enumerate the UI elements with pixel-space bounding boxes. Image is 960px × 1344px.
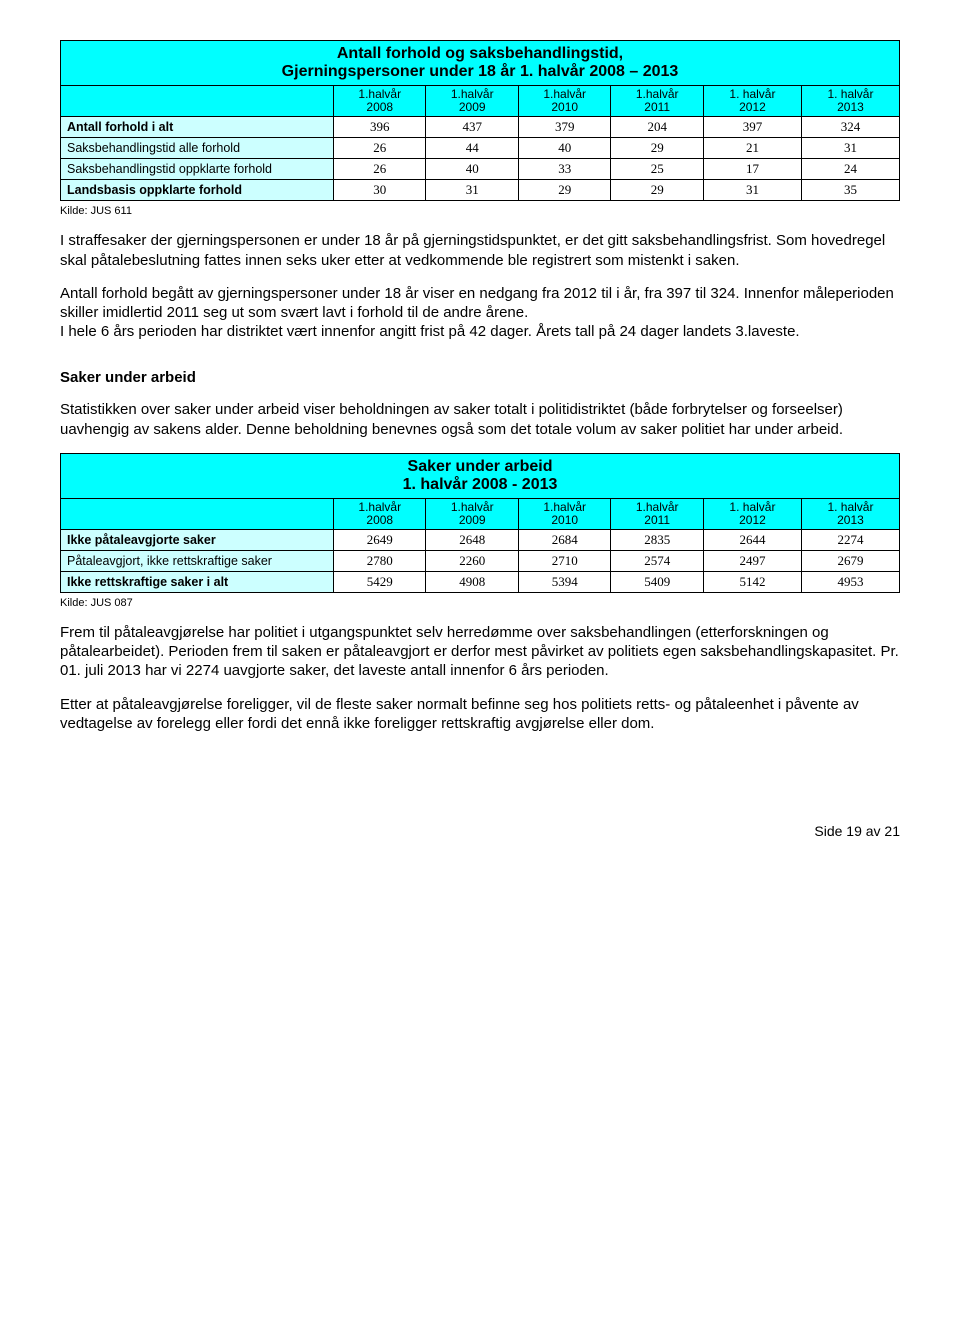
t1r0-label: Antall forhold i alt: [61, 117, 334, 138]
t1r0c1: 437: [426, 117, 518, 138]
table2-h4: 1. halvår2012: [703, 498, 801, 529]
table1-h2: 1.halvår2010: [518, 86, 610, 117]
t1r0c5: 324: [801, 117, 899, 138]
t1r3c3: 29: [611, 180, 703, 201]
t1r2c1: 40: [426, 159, 518, 180]
t2r0c2: 2684: [518, 530, 610, 551]
table2-h0: 1.halvår2008: [334, 498, 426, 529]
t2r1c0: 2780: [334, 551, 426, 572]
t1r2-label: Saksbehandlingstid oppklarte forhold: [61, 159, 334, 180]
t1r1c2: 40: [518, 138, 610, 159]
paragraph-5: Etter at påtaleavgjørelse foreligger, vi…: [60, 695, 900, 733]
table1-title-l1: Antall forhold og saksbehandlingstid,: [337, 45, 623, 62]
t2r0c5: 2274: [801, 530, 899, 551]
t1r0c4: 397: [703, 117, 801, 138]
table2-h-blank: [61, 498, 334, 529]
t2r0-label: Ikke påtaleavgjorte saker: [61, 530, 334, 551]
table-gjerningspersoner: Antall forhold og saksbehandlingstid, Gj…: [60, 40, 900, 201]
t1r2c3: 25: [611, 159, 703, 180]
t2r1c3: 2574: [611, 551, 703, 572]
t1r2c4: 17: [703, 159, 801, 180]
paragraph-2b: I hele 6 års perioden har distriktet vær…: [60, 322, 900, 341]
table1-h4: 1. halvår2012: [703, 86, 801, 117]
t1r2c0: 26: [334, 159, 426, 180]
t2r1c2: 2710: [518, 551, 610, 572]
t2r0c0: 2649: [334, 530, 426, 551]
t1r3c0: 30: [334, 180, 426, 201]
table1-h3: 1.halvår2011: [611, 86, 703, 117]
t2r2c4: 5142: [703, 572, 801, 593]
table-saker-under-arbeid: Saker under arbeid 1. halvår 2008 - 2013…: [60, 453, 900, 593]
t1r3c1: 31: [426, 180, 518, 201]
t2r0c1: 2648: [426, 530, 518, 551]
t2r1-label: Påtaleavgjort, ikke rettskraftige saker: [61, 551, 334, 572]
t1r2c5: 24: [801, 159, 899, 180]
table2-h5: 1. halvår2013: [801, 498, 899, 529]
t1r1-label: Saksbehandlingstid alle forhold: [61, 138, 334, 159]
t2r0c3: 2835: [611, 530, 703, 551]
table2-source: Kilde: JUS 087: [60, 597, 900, 609]
t2r2c3: 5409: [611, 572, 703, 593]
t1r1c4: 21: [703, 138, 801, 159]
table2-title-l2: 1. halvår 2008 - 2013: [403, 476, 558, 493]
table2-title-l1: Saker under arbeid: [408, 458, 553, 475]
page-footer: Side 19 av 21: [60, 823, 900, 839]
t2r2c2: 5394: [518, 572, 610, 593]
t1r1c0: 26: [334, 138, 426, 159]
section-heading: Saker under arbeid: [60, 369, 900, 386]
table2-h1: 1.halvår2009: [426, 498, 518, 529]
table2-h3: 1.halvår2011: [611, 498, 703, 529]
table1-source: Kilde: JUS 611: [60, 205, 900, 217]
table1-h5: 1. halvår2013: [801, 86, 899, 117]
t2r2c1: 4908: [426, 572, 518, 593]
t2r1c1: 2260: [426, 551, 518, 572]
table1-title: Antall forhold og saksbehandlingstid, Gj…: [61, 41, 900, 86]
t1r1c5: 31: [801, 138, 899, 159]
table1-h-blank: [61, 86, 334, 117]
t1r3c4: 31: [703, 180, 801, 201]
paragraph-2a: Antall forhold begått av gjerningsperson…: [60, 284, 900, 322]
t2r2c5: 4953: [801, 572, 899, 593]
t1r0c2: 379: [518, 117, 610, 138]
table-row: Saksbehandlingstid oppklarte forhold 26 …: [61, 159, 900, 180]
table1-h0: 1.halvår2008: [334, 86, 426, 117]
t1r3-label: Landsbasis oppklarte forhold: [61, 180, 334, 201]
t1r1c3: 29: [611, 138, 703, 159]
t1r0c3: 204: [611, 117, 703, 138]
table-row: Ikke påtaleavgjorte saker 2649 2648 2684…: [61, 530, 900, 551]
t1r2c2: 33: [518, 159, 610, 180]
table2-header-row: 1.halvår2008 1.halvår2009 1.halvår2010 1…: [61, 498, 900, 529]
t2r2-label: Ikke rettskraftige saker i alt: [61, 572, 334, 593]
table2-h2: 1.halvår2010: [518, 498, 610, 529]
table1-h1: 1.halvår2009: [426, 86, 518, 117]
t1r0c0: 396: [334, 117, 426, 138]
t1r3c5: 35: [801, 180, 899, 201]
t2r1c5: 2679: [801, 551, 899, 572]
table1-title-l2: Gjerningspersoner under 18 år 1. halvår …: [282, 63, 679, 80]
t2r1c4: 2497: [703, 551, 801, 572]
paragraph-3: Statistikken over saker under arbeid vis…: [60, 400, 900, 438]
table-row: Antall forhold i alt 396 437 379 204 397…: [61, 117, 900, 138]
paragraph-4: Frem til påtaleavgjørelse har politiet i…: [60, 623, 900, 681]
table-row: Ikke rettskraftige saker i alt 5429 4908…: [61, 572, 900, 593]
t2r0c4: 2644: [703, 530, 801, 551]
table2-title: Saker under arbeid 1. halvår 2008 - 2013: [61, 453, 900, 498]
t1r3c2: 29: [518, 180, 610, 201]
paragraph-1: I straffesaker der gjerningspersonen er …: [60, 231, 900, 269]
table-row: Saksbehandlingstid alle forhold 26 44 40…: [61, 138, 900, 159]
table-row: Landsbasis oppklarte forhold 30 31 29 29…: [61, 180, 900, 201]
table1-header-row: 1.halvår2008 1.halvår2009 1.halvår2010 1…: [61, 86, 900, 117]
t2r2c0: 5429: [334, 572, 426, 593]
table-row: Påtaleavgjort, ikke rettskraftige saker …: [61, 551, 900, 572]
t1r1c1: 44: [426, 138, 518, 159]
